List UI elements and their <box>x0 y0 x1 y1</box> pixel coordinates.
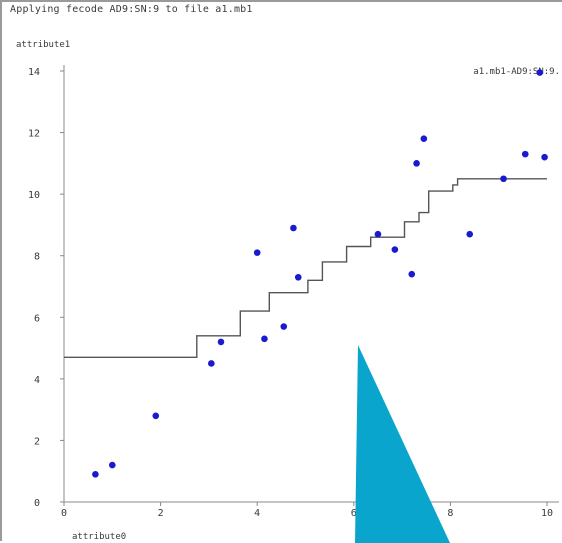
x-axis-title: attribute0 <box>72 532 126 542</box>
scatter-point <box>466 230 474 238</box>
scatter-point <box>261 335 268 343</box>
scatter-point <box>541 153 548 161</box>
scatter-point <box>536 69 544 76</box>
y-tick-label: 14 <box>28 67 40 78</box>
x-tick-label: 10 <box>541 508 553 519</box>
scatter-point <box>253 249 261 256</box>
scatter-point <box>290 224 297 232</box>
chart-axes: 0 2 4 6 8 10 0 2 4 6 8 10 12 14 <box>28 65 559 519</box>
x-tick-label: 8 <box>447 508 453 519</box>
blue-triangle-overlay <box>355 345 450 543</box>
scatter-point <box>500 175 507 183</box>
x-tick-label: 0 <box>61 508 67 519</box>
y-tick-label: 12 <box>28 129 40 140</box>
step-fit-line <box>64 178 547 358</box>
scatter-point <box>521 150 529 158</box>
scatter-point <box>374 230 382 238</box>
y-tick-label: 0 <box>34 498 40 509</box>
y-tick-label: 8 <box>34 252 40 263</box>
y-tick-label: 10 <box>28 190 40 201</box>
scatter-point <box>92 470 99 478</box>
scatter-point <box>280 323 288 330</box>
y-tick-label: 4 <box>34 375 40 386</box>
step-fit-path <box>64 178 547 358</box>
scatter-point <box>294 273 302 281</box>
x-tick-label: 2 <box>158 508 164 519</box>
data-points <box>92 69 548 478</box>
scatter-point <box>413 160 420 167</box>
scatter-point <box>109 461 116 469</box>
x-tick-label: 4 <box>254 508 260 519</box>
y-tick-label: 2 <box>34 436 40 447</box>
scatter-point <box>408 270 416 278</box>
scatter-point <box>391 246 399 253</box>
scatter-point <box>208 360 215 367</box>
scatter-point <box>217 338 225 346</box>
legend-label: a1.mb1-AD9:SN:9. <box>473 67 560 77</box>
scatter-point <box>420 135 428 143</box>
scatter-point <box>152 412 160 420</box>
y-tick-label: 6 <box>34 313 40 324</box>
x-tick-label: 6 <box>351 508 357 519</box>
status-text: Applying fecode AD9:SN:9 to file a1.mb1 <box>10 4 253 15</box>
y-axis-title: attribute1 <box>16 40 70 50</box>
